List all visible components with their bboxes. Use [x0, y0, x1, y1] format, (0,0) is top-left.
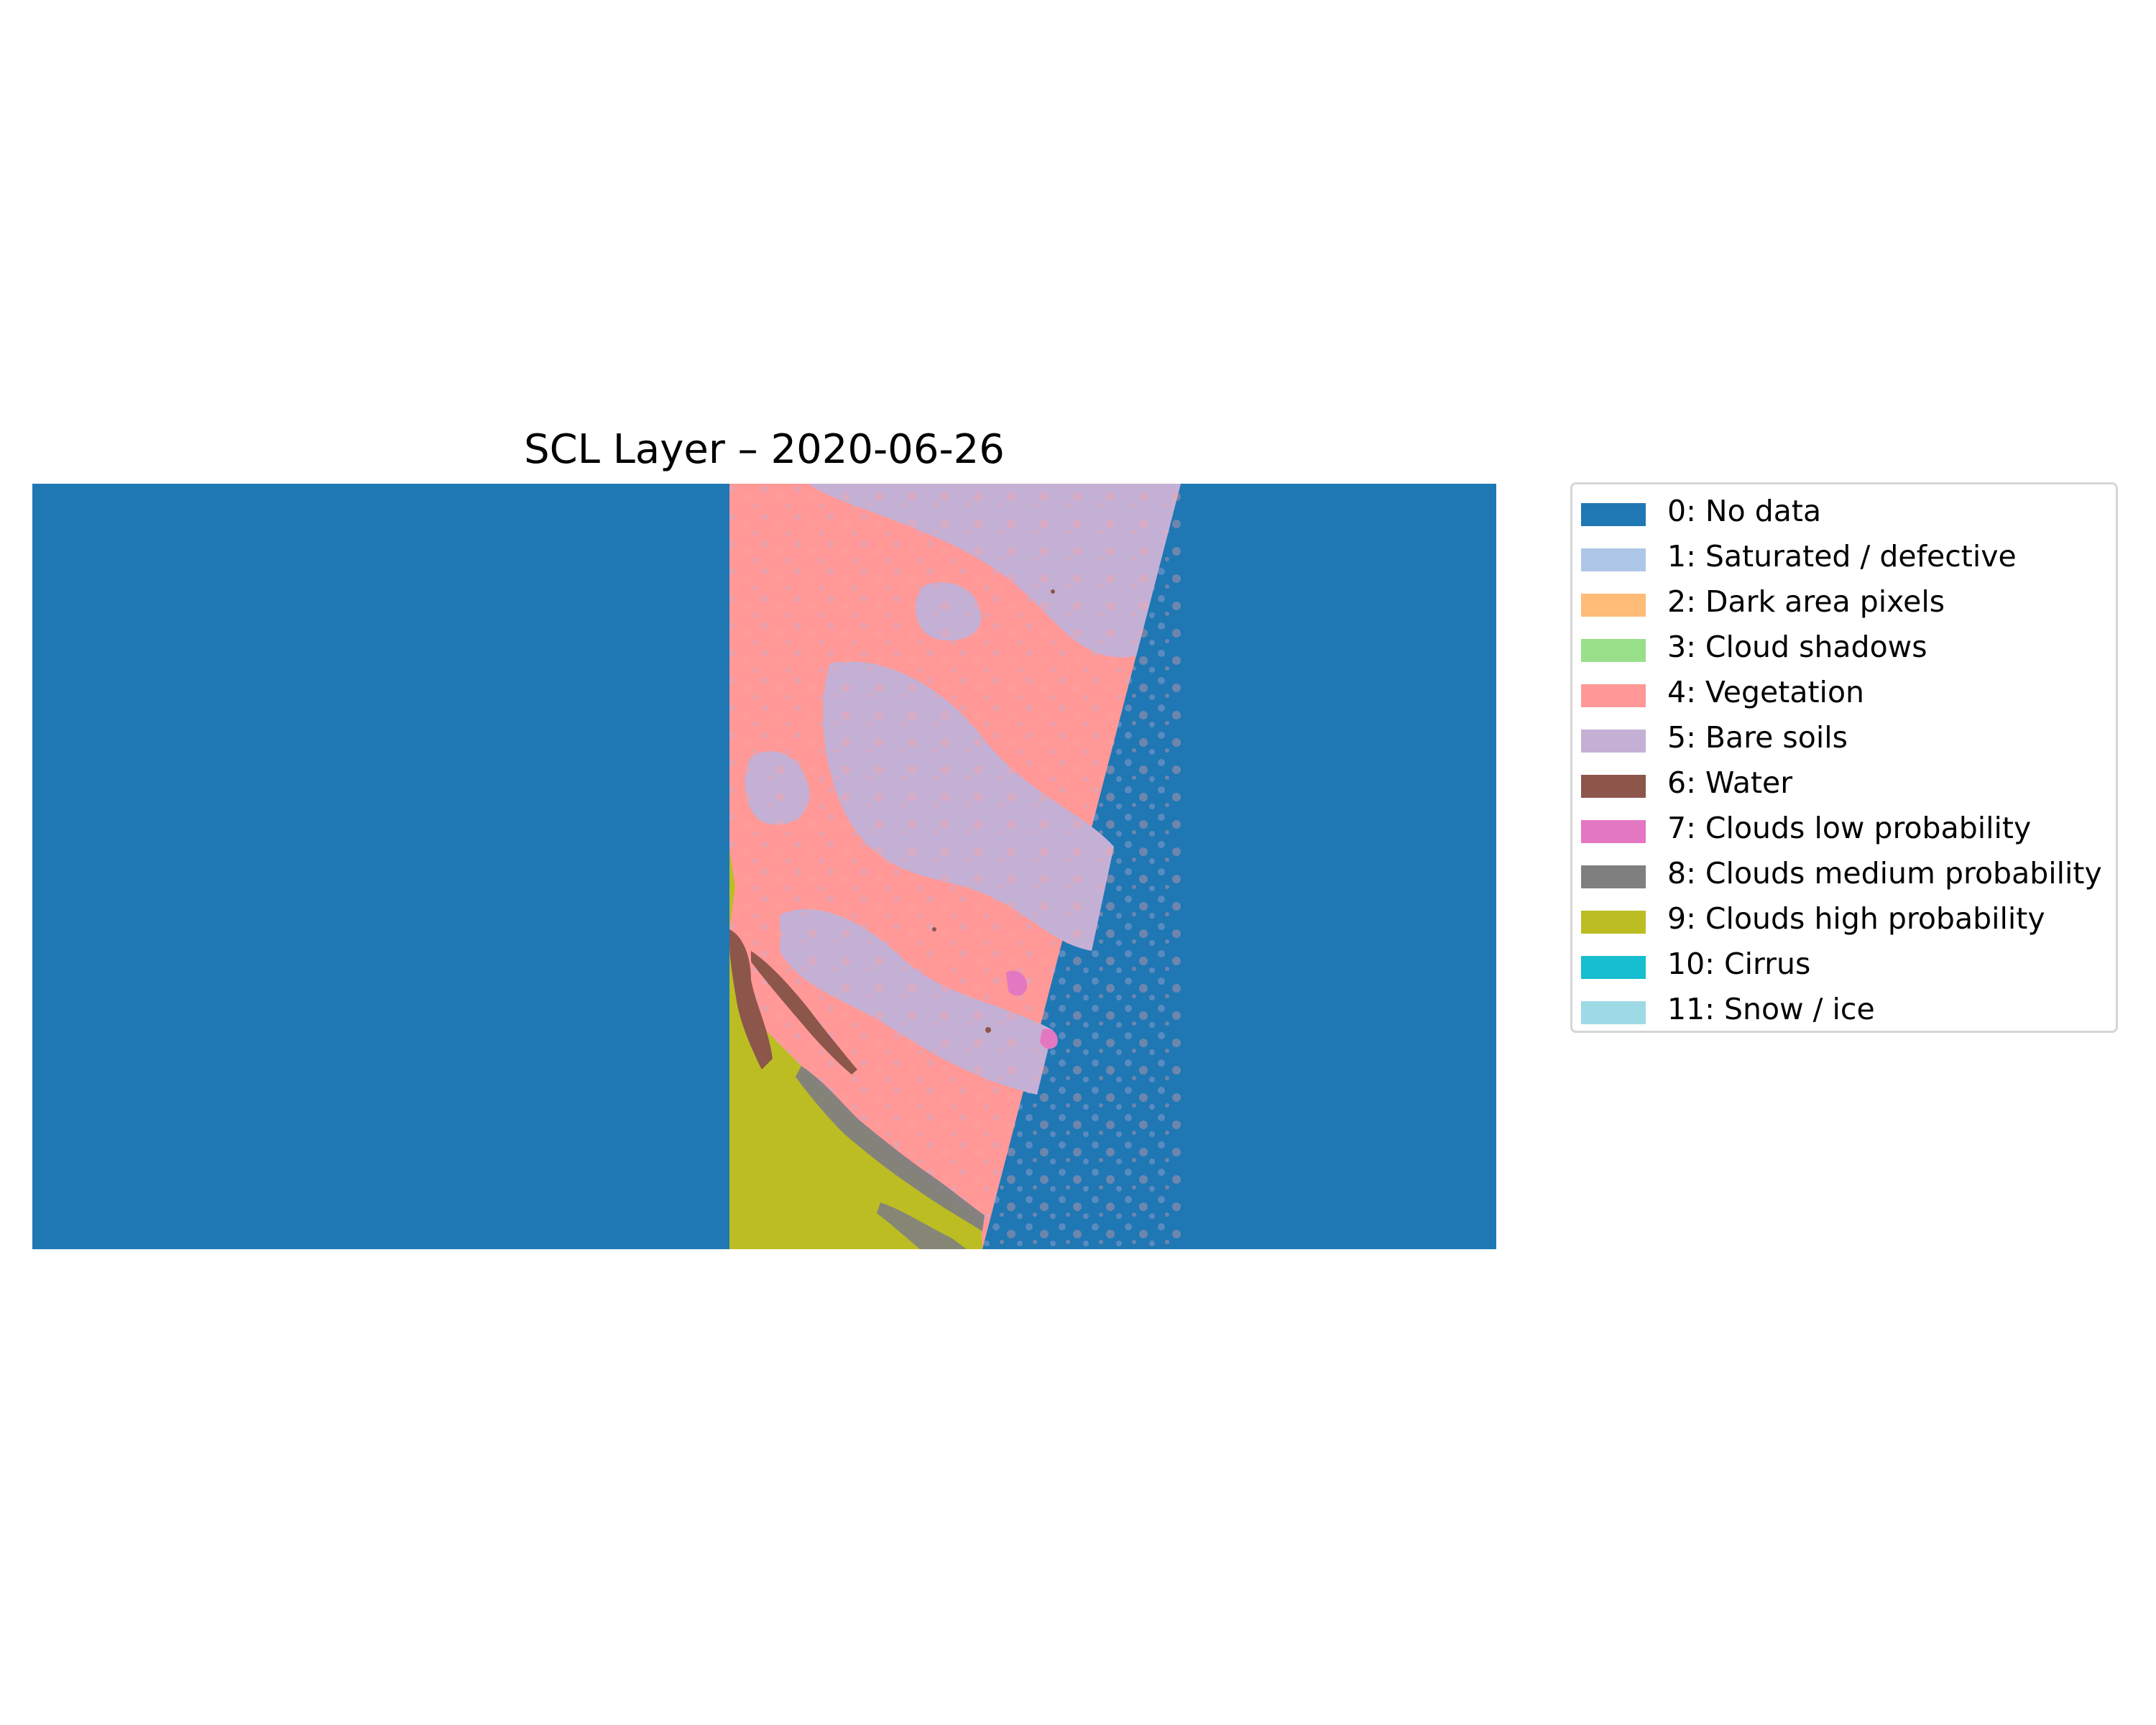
legend-item-cloud-shadows: 3: Cloud shadows [1572, 625, 2119, 670]
scl-raster-map [32, 484, 1496, 1249]
legend-label: 8: Clouds medium probability [1667, 856, 2102, 891]
legend-label: 7: Clouds low probability [1667, 811, 2032, 845]
legend-item-clouds-high-probability: 9: Clouds high probability [1572, 896, 2119, 942]
clouds-medium-probability-region [796, 1066, 985, 1231]
legend-item-clouds-medium-probability: 8: Clouds medium probability [1572, 851, 2119, 896]
legend-swatch [1581, 730, 1646, 753]
legend-swatch [1581, 639, 1646, 662]
legend-item-snow-ice: 11: Snow / ice [1572, 987, 2119, 1032]
legend-label: 4: Vegetation [1667, 675, 1865, 709]
legend-swatch [1581, 594, 1646, 617]
legend-swatch [1581, 820, 1646, 843]
map-title: SCL Layer – 2020-06-26 [524, 426, 1005, 473]
scene-swath [729, 484, 1181, 1249]
water-body [729, 929, 773, 1070]
legend: 0: No data 1: Saturated / defective 2: D… [1570, 482, 2118, 1033]
legend-swatch [1581, 865, 1646, 888]
water-body [985, 1027, 991, 1033]
legend-label: 6: Water [1667, 765, 1793, 800]
water-body [1051, 589, 1055, 594]
legend-item-clouds-low-probability: 7: Clouds low probability [1572, 806, 2119, 851]
legend-label: 1: Saturated / defective [1667, 539, 2017, 574]
legend-swatch [1581, 775, 1646, 798]
legend-item-dark-area-pixels: 2: Dark area pixels [1572, 579, 2119, 625]
water-body [751, 951, 857, 1075]
legend-item-saturated-defective: 1: Saturated / defective [1572, 534, 2119, 579]
legend-item-no-data: 0: No data [1572, 489, 2119, 534]
legend-swatch [1581, 956, 1646, 979]
legend-label: 2: Dark area pixels [1667, 584, 1945, 619]
legend-label: 11: Snow / ice [1667, 992, 1875, 1026]
legend-item-bare-soils: 5: Bare soils [1572, 715, 2119, 760]
legend-label: 0: No data [1667, 494, 1822, 528]
clouds-high-probability-region [729, 850, 982, 1249]
legend-label: 3: Cloud shadows [1667, 630, 1927, 664]
legend-label: 9: Clouds high probability [1667, 901, 2045, 936]
legend-item-water: 6: Water [1572, 760, 2119, 806]
water-body [932, 927, 936, 932]
legend-swatch [1581, 684, 1646, 707]
legend-swatch [1581, 911, 1646, 934]
legend-swatch [1581, 503, 1646, 526]
clouds-low-probability-patch [1006, 970, 1028, 996]
legend-label: 5: Bare soils [1667, 720, 1848, 755]
clouds-medium-probability-region [877, 1202, 967, 1249]
legend-swatch [1581, 1001, 1646, 1024]
legend-swatch [1581, 548, 1646, 571]
legend-label: 10: Cirrus [1667, 947, 1811, 981]
legend-item-cirrus: 10: Cirrus [1572, 942, 2119, 987]
clouds-low-probability-patch [1040, 1029, 1058, 1049]
legend-item-vegetation: 4: Vegetation [1572, 670, 2119, 715]
